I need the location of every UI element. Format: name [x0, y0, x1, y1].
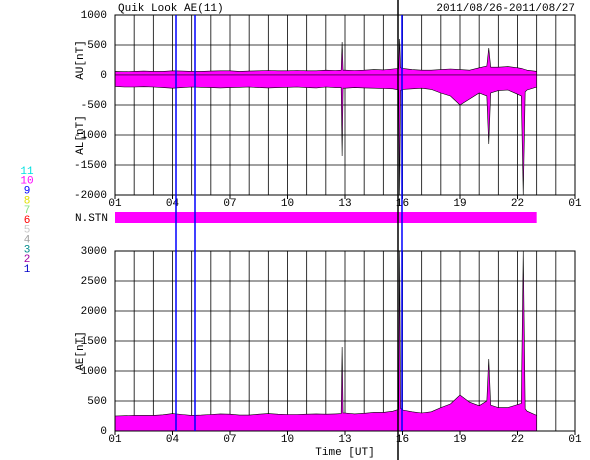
x-tick-label: 19 — [453, 198, 466, 210]
title: Quik Look AE(11) — [118, 3, 224, 15]
y-tick-label: -1500 — [74, 160, 107, 172]
area-series — [115, 251, 537, 431]
x-tick-label: 19 — [453, 434, 466, 446]
x-axis-label: Time [UT] — [315, 447, 374, 459]
y-tick-label: 1000 — [81, 366, 107, 378]
x-tick-label: 01 — [568, 198, 582, 210]
plot-frame — [114, 14, 576, 196]
x-tick-label: 16 — [396, 434, 409, 446]
legend-entry: 9 — [24, 186, 31, 198]
y-axis-label: AU[nT] — [75, 40, 87, 80]
x-tick-label: 07 — [223, 198, 236, 210]
y-tick-label: 0 — [100, 426, 107, 438]
date-range: 2011/08/26-2011/08/27 — [436, 3, 575, 15]
x-tick-label: 13 — [338, 198, 351, 210]
legend-entry: 8 — [24, 195, 31, 207]
legend-entry: 1 — [24, 264, 31, 276]
x-tick-label: 10 — [281, 198, 294, 210]
station-coverage — [115, 212, 537, 223]
y-tick-label: 500 — [87, 396, 107, 408]
legend-entry: 6 — [24, 215, 31, 227]
y-tick-label: 500 — [87, 40, 107, 52]
plot-data — [115, 251, 537, 431]
area-series — [115, 38, 537, 76]
station-label: N.STN — [75, 213, 108, 225]
y-tick-label: 0 — [100, 70, 107, 82]
y-tick-label: 2000 — [81, 306, 107, 318]
legend-entry: 2 — [24, 254, 31, 266]
x-tick-label: 01 — [568, 434, 582, 446]
y-tick-label: 3000 — [81, 246, 107, 258]
y-tick-label: 1500 — [81, 336, 107, 348]
legend-entry: 5 — [24, 225, 31, 237]
x-tick-label: 01 — [108, 198, 122, 210]
x-tick-label: 10 — [281, 434, 294, 446]
legend-entry: 7 — [24, 205, 31, 217]
legend-entry: 11 — [20, 166, 34, 178]
x-tick-label: 07 — [223, 434, 236, 446]
x-tick-label: 04 — [166, 198, 180, 210]
y-tick-label: 2500 — [81, 276, 107, 288]
x-tick-label: 01 — [108, 434, 122, 446]
y-axis-label: AL[nT] — [75, 115, 87, 155]
x-tick-label: 22 — [511, 198, 524, 210]
y-tick-label: 1000 — [81, 10, 107, 22]
x-tick-label: 22 — [511, 434, 524, 446]
plot-data — [115, 38, 537, 195]
y-tick-label: -2000 — [74, 190, 107, 202]
x-tick-label: 13 — [338, 434, 351, 446]
y-tick-label: -500 — [81, 100, 107, 112]
plot-frame — [114, 250, 576, 432]
area-series — [115, 74, 537, 195]
x-tick-label: 04 — [166, 434, 180, 446]
y-axis-label: AE[nT] — [75, 331, 87, 371]
y-tick-label: -1000 — [74, 130, 107, 142]
legend-entry: 10 — [20, 176, 33, 188]
legend-entry: 4 — [24, 235, 31, 247]
legend-entry: 3 — [24, 244, 31, 256]
